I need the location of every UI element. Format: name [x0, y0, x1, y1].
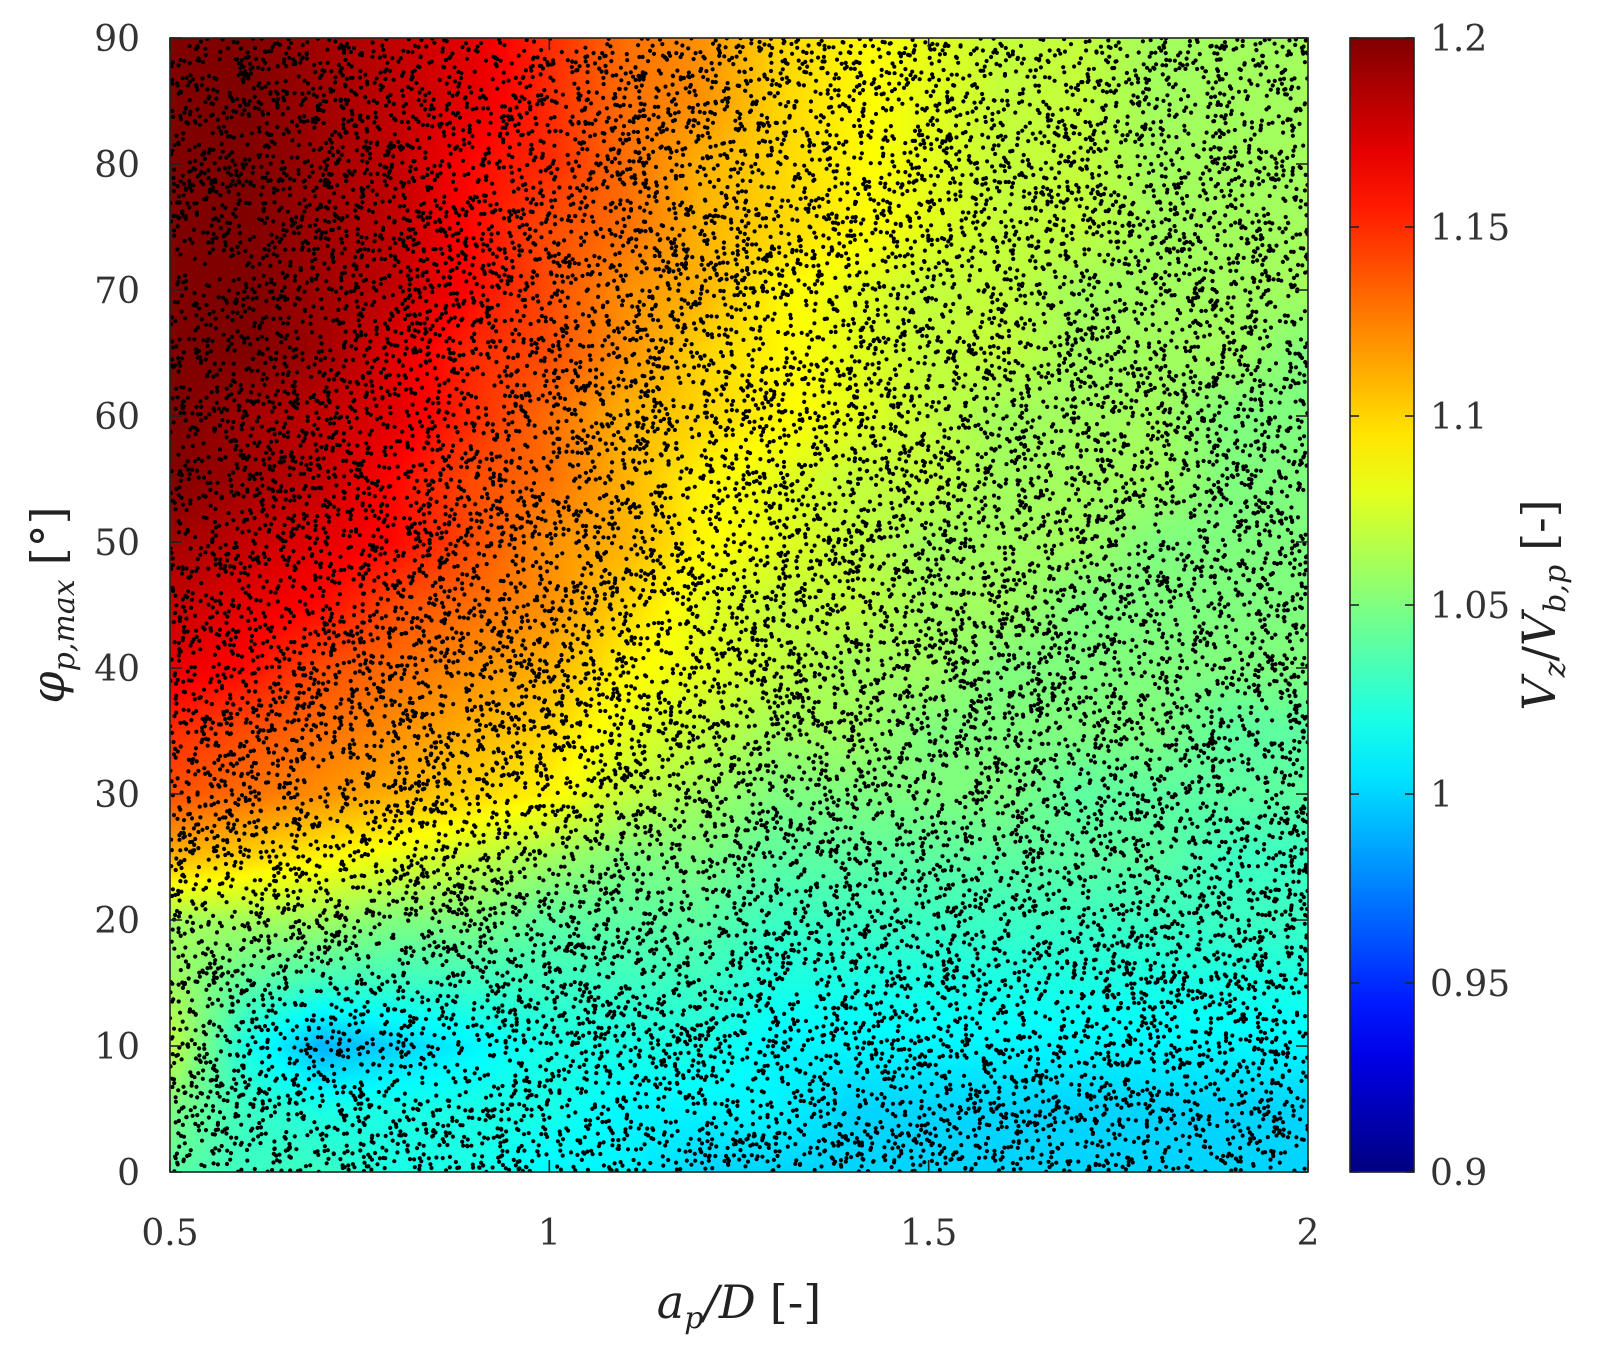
y-axis-title-main: φ [21, 671, 75, 704]
plot-ticks [169, 37, 1309, 1173]
y-tick-label: 80 [94, 145, 140, 186]
colorbar-title-den: V [1512, 608, 1566, 646]
y-tick-label: 30 [94, 775, 140, 816]
x-axis-title-sub: p [684, 1301, 703, 1336]
plot-area [169, 37, 1309, 1173]
colorbar-title-num-sub: z [1538, 661, 1573, 678]
y-tick-label: 50 [94, 523, 140, 564]
colorbar-ticks [1350, 37, 1414, 1173]
heatmap-image [170, 38, 1308, 1172]
x-axis-tick-labels: 0.5 1 1.5 2 [141, 1213, 1319, 1254]
y-tick-label: 60 [94, 397, 140, 438]
colorbar-title: Vz/Vb,p[-] [1512, 499, 1573, 710]
y-axis-title-sub: p,max [47, 579, 82, 671]
colorbar-title-unit: [-] [1512, 499, 1566, 550]
colorbar-tick-label: 1 [1430, 775, 1453, 816]
y-axis-title-unit: [°] [21, 506, 75, 565]
plot-frame [169, 37, 1309, 1173]
colorbar-title-den-sub: b,p [1538, 565, 1573, 613]
colorbar [1349, 37, 1415, 1173]
colorbar-tick-label: 1.1 [1430, 397, 1487, 438]
y-tick-label: 90 [94, 19, 140, 60]
x-axis-title-unit: [-] [770, 1275, 821, 1329]
x-tick-label: 2 [1297, 1213, 1320, 1254]
x-tick-label: 1 [538, 1213, 561, 1254]
x-tick-label: 0.5 [141, 1213, 198, 1254]
colorbar-tick-label: 1.2 [1430, 19, 1487, 60]
y-tick-label: 0 [117, 1153, 140, 1194]
colorbar-gradient [1350, 38, 1414, 1172]
y-tick-label: 40 [94, 649, 140, 690]
y-axis-title: φp,max [°] [21, 506, 82, 703]
y-tick-label: 20 [94, 901, 140, 942]
scatter-points [170, 38, 1308, 1172]
colorbar-tick-label: 1.15 [1430, 208, 1510, 249]
y-tick-label: 10 [94, 1027, 140, 1068]
x-axis-title-rest: /D [699, 1275, 755, 1329]
colorbar-tick-label: 0.95 [1430, 964, 1510, 1005]
colorbar-tick-labels: 0.9 0.95 1 1.05 1.1 1.15 1.2 [1430, 19, 1510, 1194]
x-axis-title-main: a [657, 1275, 684, 1329]
colorbar-tick-label: 1.05 [1430, 586, 1510, 627]
x-axis-title: ap/D [-] [657, 1275, 821, 1336]
scatter-dots [170, 38, 1308, 1172]
y-tick-label: 70 [94, 271, 140, 312]
x-tick-label: 1.5 [900, 1213, 957, 1254]
y-axis-tick-labels: 0 10 20 30 40 50 60 70 80 90 [94, 19, 140, 1194]
colorbar-title-num: V [1512, 673, 1566, 711]
colorbar-tick-label: 0.9 [1430, 1153, 1487, 1194]
